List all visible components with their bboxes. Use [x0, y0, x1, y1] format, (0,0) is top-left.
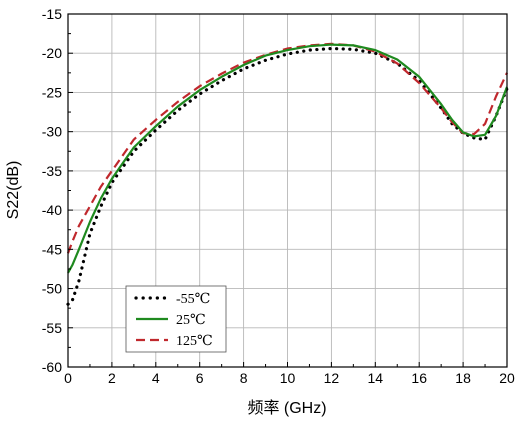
- y-tick-label: -30: [42, 124, 62, 140]
- series-layer: [66, 42, 509, 306]
- x-tick-label: 20: [499, 370, 515, 386]
- x-tick-label: 14: [368, 370, 384, 386]
- legend-label-1: 25℃: [176, 313, 206, 328]
- y-tick-label: -40: [42, 202, 62, 218]
- y-tick-label: -35: [42, 163, 62, 179]
- legend: -55℃ 25℃ 125℃: [125, 285, 227, 353]
- legend-label-2: 125℃: [176, 334, 213, 349]
- y-axis-label: S22(dB): [5, 161, 22, 220]
- y-tick-label: -55: [42, 320, 62, 336]
- x-tick-label: 16: [411, 370, 427, 386]
- x-tick-label: 6: [196, 370, 204, 386]
- series-line-1: [67, 43, 509, 274]
- y-tick-label: -45: [42, 241, 62, 257]
- series-line-0: [66, 46, 509, 306]
- y-tick-label: -25: [42, 84, 62, 100]
- axis-ticks: [67, 13, 508, 368]
- x-tick-label: 8: [240, 370, 248, 386]
- x-tick-label: 10: [280, 370, 296, 386]
- series-line-2: [66, 42, 508, 254]
- x-tick-label: 2: [108, 370, 116, 386]
- y-tick-label: -15: [42, 6, 62, 22]
- x-tick-label: 18: [455, 370, 471, 386]
- x-axis-label: 频率 (GHz): [247, 399, 326, 417]
- y-tick-label: -50: [42, 281, 62, 297]
- x-tick-labels: 0 2 4 6 8 10 12 14 16 18 20: [64, 370, 515, 386]
- x-tick-label: 4: [152, 370, 160, 386]
- x-tick-label: 12: [324, 370, 340, 386]
- y-tick-labels: -60 -55 -50 -45 -40 -35 -30 -25 -20 -15: [42, 6, 62, 375]
- y-tick-label: -60: [42, 359, 62, 375]
- x-tick-label: 0: [64, 370, 72, 386]
- legend-label-0: -55℃: [176, 292, 210, 307]
- y-tick-label: -20: [42, 45, 62, 61]
